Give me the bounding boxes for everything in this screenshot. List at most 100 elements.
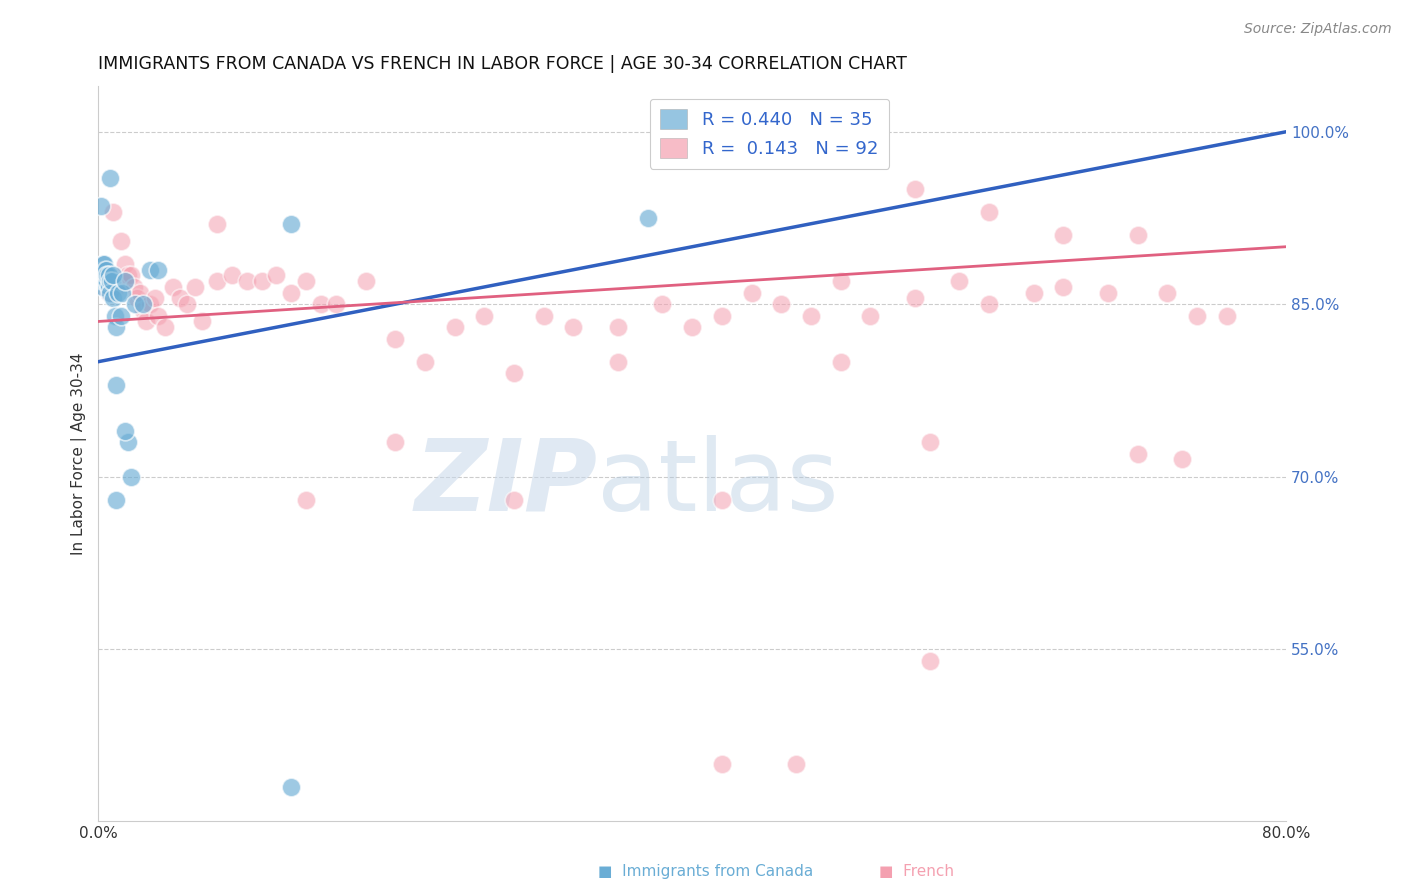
Point (117, 268, 139, 283)
Point (98, 285, 121, 300)
Point (1097, 285, 1119, 300)
Point (681, 320, 703, 334)
Point (785, 756, 807, 771)
Point (110, 309, 132, 323)
Point (97, 285, 120, 300)
Point (143, 292, 166, 306)
Point (503, 492, 526, 507)
Point (606, 354, 628, 368)
Point (918, 654, 941, 668)
Point (90, 262, 112, 277)
Point (100, 274, 122, 288)
Point (1126, 228, 1149, 243)
Point (90, 274, 112, 288)
Point (103, 268, 125, 283)
Point (105, 492, 128, 507)
Point (413, 354, 436, 368)
Point (94, 268, 117, 283)
Point (651, 297, 673, 311)
Point (184, 280, 207, 294)
Point (135, 314, 157, 328)
Point (107, 274, 129, 288)
Point (91, 280, 114, 294)
Point (103, 205, 125, 219)
Point (93, 262, 115, 277)
Point (948, 274, 970, 288)
Point (107, 285, 129, 300)
Point (97, 274, 120, 288)
Point (96, 274, 118, 288)
Point (93, 257, 115, 271)
Point (830, 354, 852, 368)
Point (977, 205, 1000, 219)
Point (309, 297, 332, 311)
Point (503, 366, 526, 380)
Point (741, 285, 763, 300)
Point (132, 302, 155, 317)
Point (91, 280, 114, 294)
Point (110, 234, 132, 248)
Point (1185, 309, 1208, 323)
Point (139, 262, 162, 277)
Point (1052, 228, 1074, 243)
Point (606, 320, 628, 334)
Point (146, 309, 169, 323)
Point (354, 274, 377, 288)
Point (1052, 280, 1074, 294)
Point (114, 274, 136, 288)
Point (250, 274, 273, 288)
Point (562, 320, 585, 334)
Point (904, 292, 927, 306)
Point (124, 297, 146, 311)
Point (94, 262, 117, 277)
Text: ■  French: ■ French (879, 864, 953, 879)
Point (710, 309, 733, 323)
Point (1215, 309, 1237, 323)
Point (111, 274, 134, 288)
Point (176, 297, 198, 311)
Point (103, 280, 125, 294)
Point (117, 435, 139, 450)
Legend: R = 0.440   N = 35, R =  0.143   N = 92: R = 0.440 N = 35, R = 0.143 N = 92 (650, 98, 889, 169)
Point (295, 274, 318, 288)
Point (191, 314, 214, 328)
Point (533, 309, 555, 323)
Point (98, 274, 121, 288)
Point (139, 297, 162, 311)
Point (800, 309, 823, 323)
Text: Source: ZipAtlas.com: Source: ZipAtlas.com (1244, 22, 1392, 37)
Point (105, 320, 128, 334)
Point (96, 274, 118, 288)
Point (98, 170, 121, 185)
Point (1126, 447, 1149, 461)
Point (104, 274, 127, 288)
Point (90, 262, 112, 277)
Point (295, 492, 318, 507)
Point (918, 435, 941, 450)
Point (120, 469, 142, 483)
Point (280, 217, 302, 231)
Point (100, 274, 122, 288)
Point (97, 280, 120, 294)
Text: atlas: atlas (598, 434, 839, 532)
Point (94, 280, 117, 294)
Point (132, 297, 155, 311)
Y-axis label: In Labor Force | Age 30-34: In Labor Force | Age 30-34 (72, 352, 87, 555)
Point (91, 268, 114, 283)
Point (111, 285, 134, 300)
Point (236, 274, 259, 288)
Point (830, 274, 852, 288)
Point (93, 274, 115, 288)
Point (1171, 452, 1194, 467)
Point (472, 309, 495, 323)
Point (90, 200, 112, 214)
Point (280, 780, 302, 794)
Point (125, 292, 148, 306)
Point (859, 309, 882, 323)
Point (104, 309, 127, 323)
Point (146, 262, 169, 277)
Point (153, 320, 176, 334)
Point (205, 274, 228, 288)
Point (91, 257, 114, 271)
Point (325, 297, 347, 311)
